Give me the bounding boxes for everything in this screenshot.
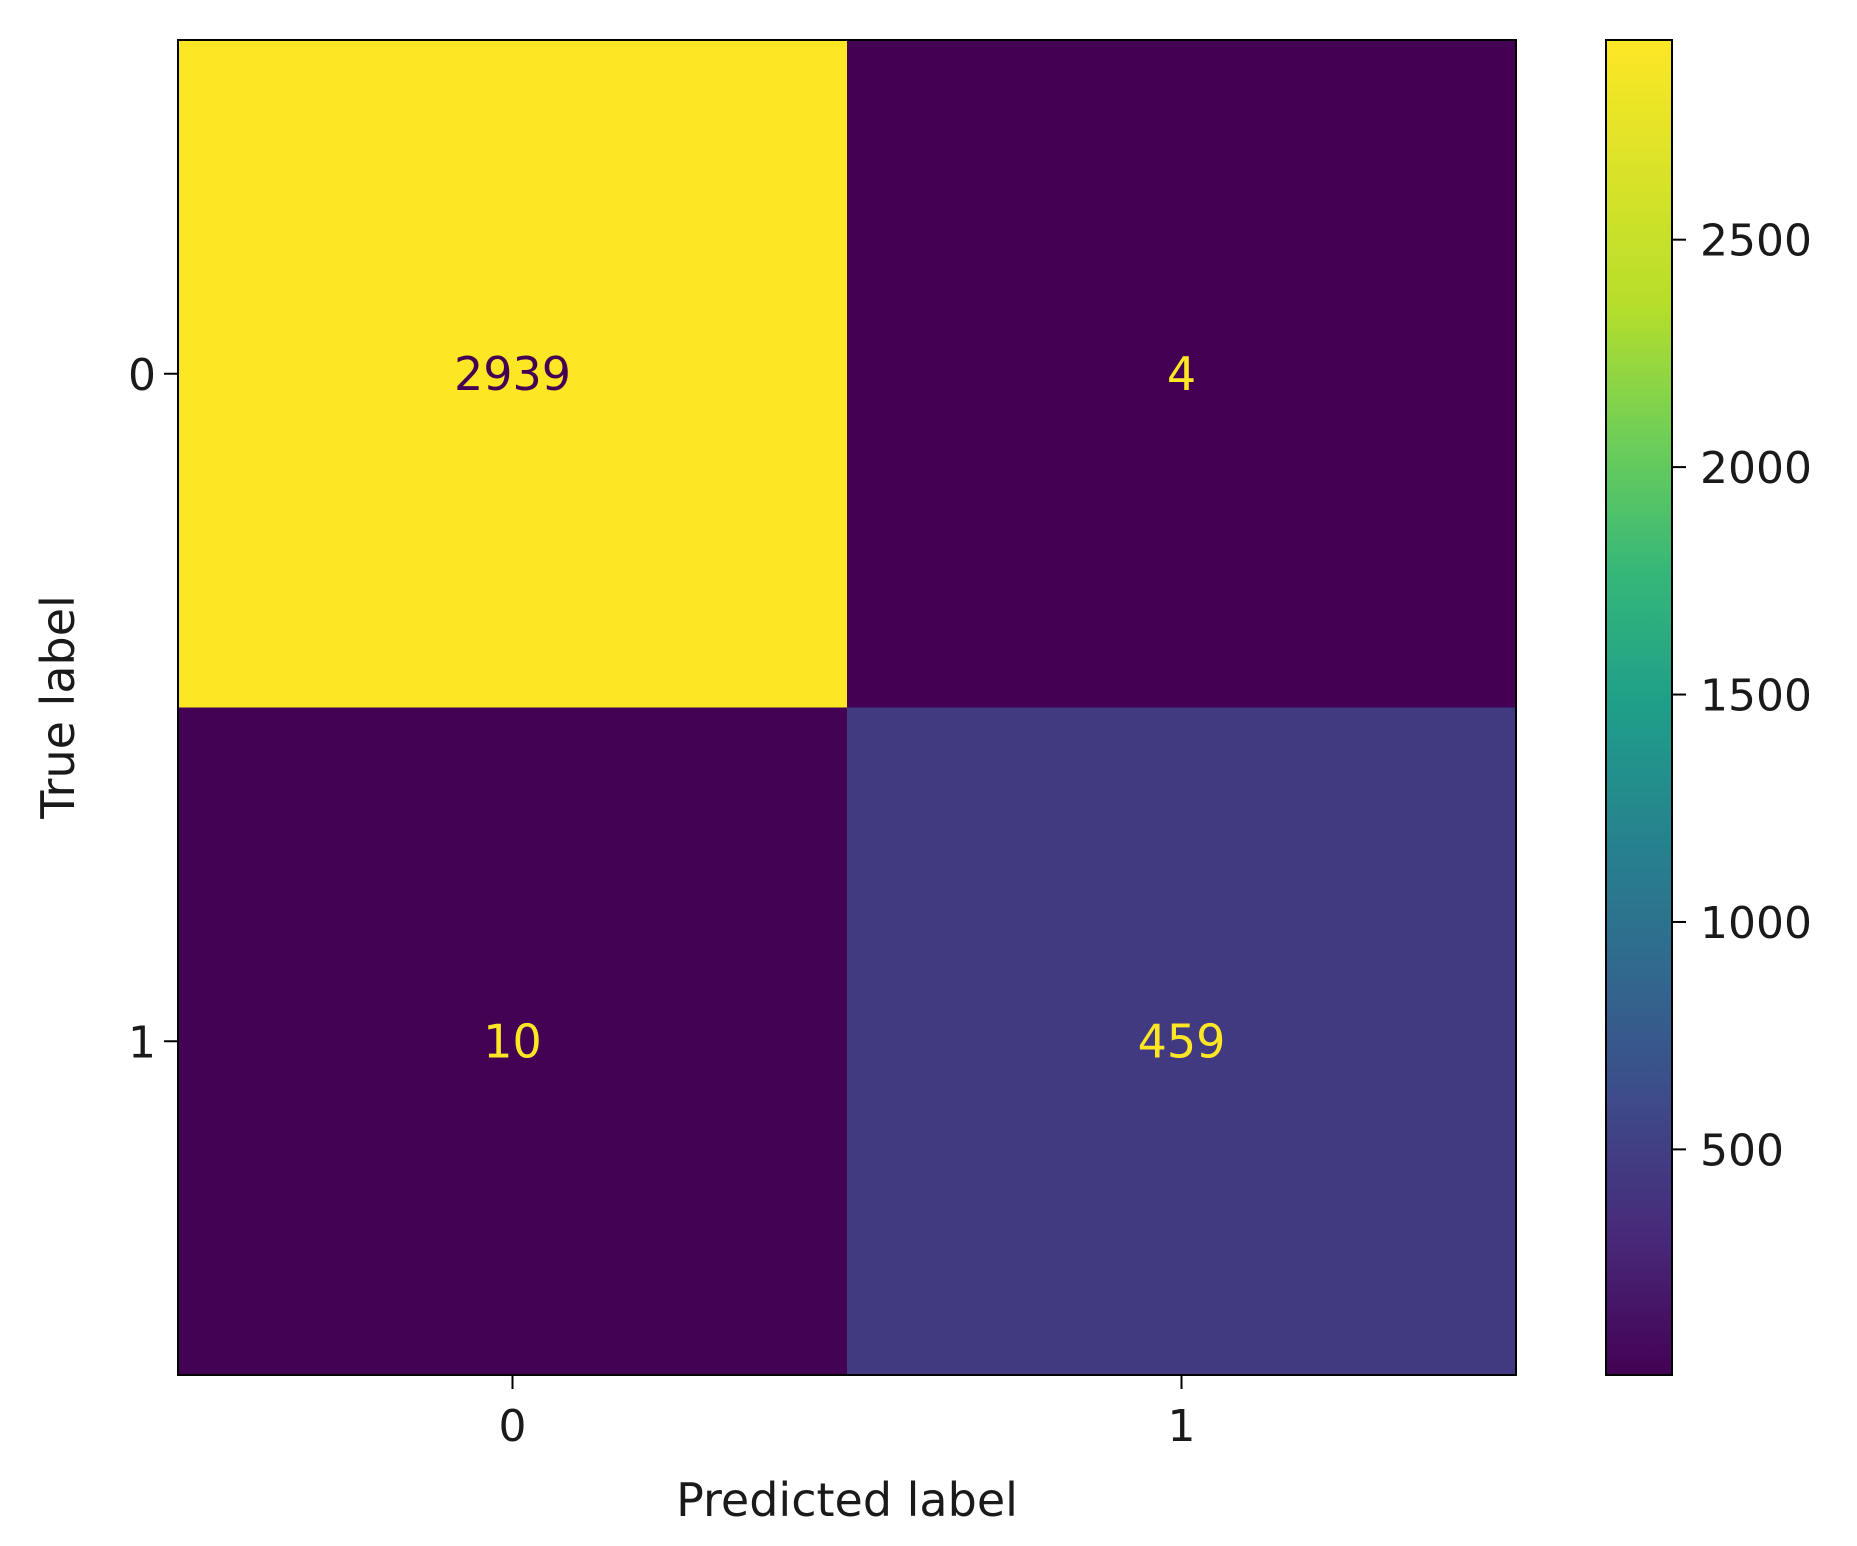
colorbar-tick-label-2: 1500: [1700, 671, 1812, 722]
y-tick-label-1: 1: [128, 1017, 156, 1068]
colorbar-tick-label-0: 500: [1700, 1125, 1784, 1176]
colorbar-tick-label-1: 1000: [1700, 898, 1812, 949]
cell-label-r0-c1: 4: [1167, 347, 1196, 401]
y-axis-title: True label: [31, 595, 85, 820]
plot-frame: [177, 39, 1517, 1376]
x-tick-label-0: 0: [499, 1401, 527, 1452]
x-axis-title: Predicted label: [676, 1473, 1018, 1527]
colorbar: [1605, 39, 1673, 1376]
cell-r0-c1: [847, 40, 1517, 708]
cell-label-r0-c0: 2939: [454, 347, 571, 401]
y-axis-ticks: 01: [128, 350, 178, 1068]
cell-label-r1-c1: 459: [1138, 1014, 1226, 1068]
y-tick-label-0: 0: [128, 350, 156, 401]
colorbar-tick-label-3: 2000: [1700, 443, 1812, 494]
cell-label-r1-c0: 10: [483, 1014, 542, 1068]
cell-r1-c1: [847, 707, 1517, 1376]
colorbar-ticks: 500 1000 1500 2000 2500: [1672, 216, 1812, 1176]
cell-r0-c0: [178, 40, 848, 708]
cell-r1-c0: [178, 707, 848, 1376]
x-tick-label-1: 1: [1168, 1401, 1196, 1452]
heatmap-cell-labels: 2939 4 10 459: [454, 347, 1225, 1069]
heatmap-cells: [178, 40, 1517, 1376]
colorbar-tick-label-4: 2500: [1700, 216, 1812, 267]
